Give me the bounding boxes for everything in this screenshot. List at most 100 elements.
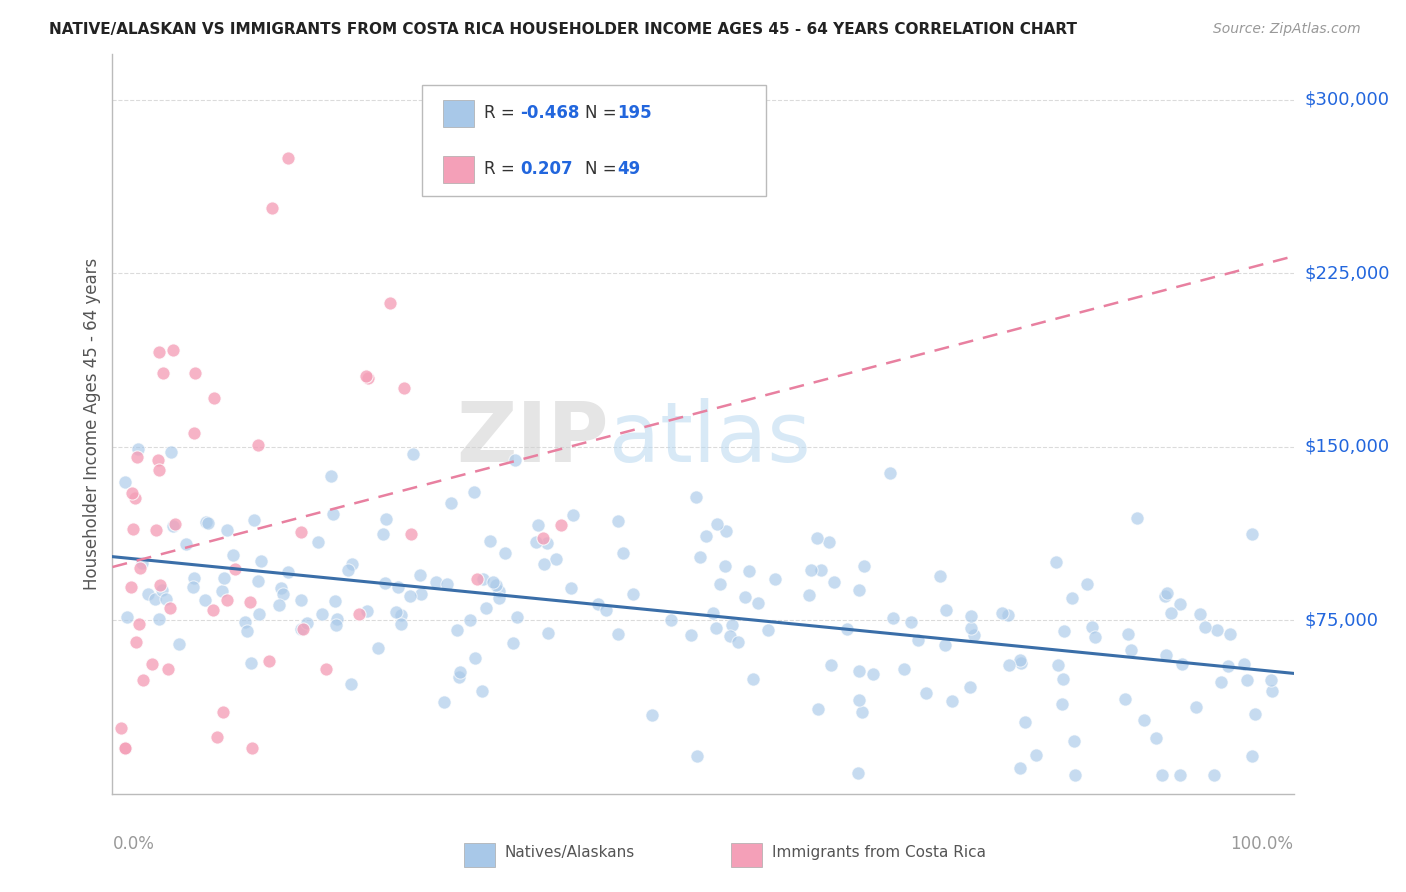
Point	[721, 617, 744, 632]
Point	[1160, 606, 1182, 620]
Text: $300,000: $300,000	[1305, 91, 1389, 109]
Point	[247, 574, 270, 588]
Point	[679, 628, 702, 642]
Point	[800, 563, 823, 577]
Point	[621, 587, 644, 601]
Point	[524, 535, 547, 549]
Point	[494, 546, 516, 560]
Point	[150, 583, 173, 598]
Text: 100.0%: 100.0%	[1230, 835, 1294, 853]
Point	[929, 569, 952, 583]
Point	[277, 152, 299, 166]
Point	[546, 551, 568, 566]
Point	[356, 604, 378, 618]
Point	[246, 438, 269, 452]
Point	[893, 662, 915, 676]
Point	[202, 391, 225, 405]
Point	[378, 296, 401, 310]
Text: 195: 195	[617, 104, 652, 122]
Point	[132, 673, 155, 687]
Point	[1063, 768, 1085, 782]
Point	[817, 535, 839, 549]
Point	[447, 670, 470, 684]
Point	[1114, 692, 1136, 706]
Point	[270, 581, 292, 595]
Text: $75,000: $75,000	[1305, 611, 1379, 630]
Point	[250, 554, 273, 568]
Point	[806, 531, 828, 545]
Point	[152, 366, 174, 380]
Point	[1241, 748, 1264, 763]
Point	[148, 463, 170, 477]
Point	[325, 612, 347, 626]
Point	[837, 622, 859, 636]
Point	[612, 546, 634, 560]
Point	[560, 581, 582, 595]
Point	[1241, 527, 1264, 541]
Point	[807, 701, 830, 715]
Point	[129, 561, 152, 575]
Point	[233, 615, 256, 629]
Point	[1052, 672, 1074, 686]
Point	[399, 589, 422, 603]
Point	[1144, 731, 1167, 746]
Point	[295, 615, 318, 630]
Point	[148, 452, 170, 467]
Point	[311, 607, 333, 622]
Point	[374, 576, 396, 591]
Point	[319, 469, 342, 483]
Point	[354, 368, 377, 383]
Point	[440, 496, 463, 510]
Point	[799, 588, 821, 602]
Point	[1209, 674, 1232, 689]
Point	[742, 672, 765, 686]
Point	[1170, 597, 1192, 611]
Point	[463, 484, 485, 499]
Point	[706, 517, 728, 532]
Point	[389, 608, 412, 623]
Text: 0.207: 0.207	[520, 161, 572, 178]
Point	[131, 556, 153, 570]
Point	[1060, 591, 1083, 605]
Point	[162, 519, 184, 533]
Point	[537, 626, 560, 640]
Point	[446, 623, 468, 637]
Text: $225,000: $225,000	[1305, 264, 1391, 282]
Point	[862, 667, 884, 681]
Point	[550, 518, 572, 533]
Point	[485, 578, 508, 592]
Point	[242, 740, 264, 755]
Point	[851, 705, 873, 719]
Text: NATIVE/ALASKAN VS IMMIGRANTS FROM COSTA RICA HOUSEHOLDER INCOME AGES 45 - 64 YEA: NATIVE/ALASKAN VS IMMIGRANTS FROM COSTA …	[49, 22, 1077, 37]
Text: N =: N =	[585, 161, 621, 178]
Point	[1080, 620, 1102, 634]
Point	[247, 607, 270, 621]
Point	[1010, 657, 1032, 671]
Point	[128, 617, 150, 632]
Text: Natives/Alaskans: Natives/Alaskans	[505, 846, 636, 860]
Point	[155, 591, 177, 606]
Point	[269, 598, 291, 612]
Text: $150,000: $150,000	[1305, 438, 1389, 456]
Point	[506, 610, 529, 624]
Point	[340, 557, 363, 571]
Point	[471, 684, 494, 698]
Point	[852, 558, 875, 573]
Point	[503, 452, 526, 467]
Point	[160, 444, 183, 458]
Point	[271, 587, 294, 601]
Point	[1084, 630, 1107, 644]
Point	[702, 607, 724, 621]
Point	[536, 536, 558, 550]
Point	[162, 343, 184, 358]
Point	[1052, 624, 1074, 638]
Point	[212, 705, 235, 719]
Point	[181, 580, 204, 594]
Text: 49: 49	[617, 161, 641, 178]
Point	[290, 524, 312, 539]
Point	[367, 640, 389, 655]
Point	[915, 686, 938, 700]
Point	[205, 731, 228, 745]
Point	[1116, 627, 1139, 641]
Point	[1154, 648, 1177, 662]
